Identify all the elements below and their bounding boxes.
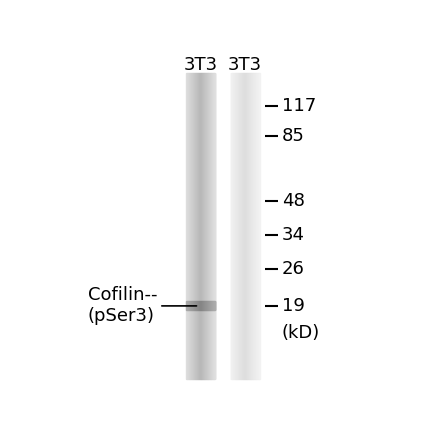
Text: 117: 117 bbox=[282, 97, 316, 115]
Text: 19: 19 bbox=[282, 297, 304, 315]
Text: 48: 48 bbox=[282, 192, 304, 209]
Text: 3T3: 3T3 bbox=[184, 56, 218, 74]
Text: 3T3: 3T3 bbox=[228, 56, 262, 74]
Text: (kD): (kD) bbox=[282, 324, 320, 342]
Text: 26: 26 bbox=[282, 260, 304, 277]
Text: 34: 34 bbox=[282, 226, 305, 243]
Text: Cofilin--
(pSer3): Cofilin-- (pSer3) bbox=[88, 287, 158, 325]
Text: 85: 85 bbox=[282, 127, 304, 145]
